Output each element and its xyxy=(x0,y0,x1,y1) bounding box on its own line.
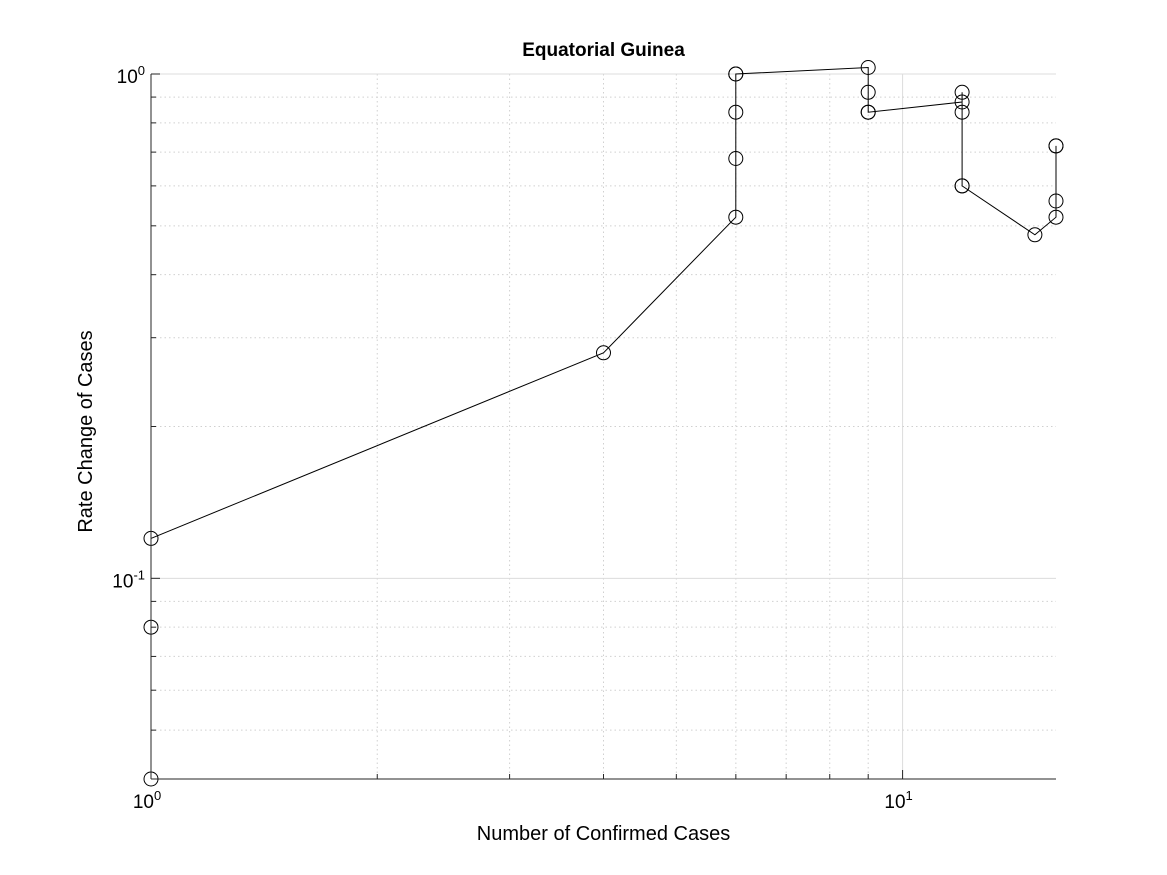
x-tick-label: 101 xyxy=(884,788,912,813)
x-axis-label: Number of Confirmed Cases xyxy=(477,823,730,845)
series-line xyxy=(150,66,1057,779)
data-point xyxy=(860,104,876,120)
y-tick-label: 100 xyxy=(117,63,145,88)
data-point xyxy=(954,94,970,110)
y-tick-labels: 10-1 100 xyxy=(112,63,145,592)
data-point xyxy=(860,84,876,100)
data-point xyxy=(954,104,970,120)
data-point xyxy=(728,66,744,82)
data-point xyxy=(728,104,744,120)
x-tick-label: 100 xyxy=(133,788,161,813)
data-point xyxy=(728,151,744,166)
data-point xyxy=(728,209,744,225)
data-point xyxy=(1027,227,1043,243)
chart-title: Equatorial Guinea xyxy=(522,40,685,61)
y-tick-label: 10-1 xyxy=(112,567,145,592)
data-point xyxy=(954,178,970,194)
x-tick-labels: 100 101 xyxy=(133,788,913,813)
data-point xyxy=(1048,209,1064,225)
data-point xyxy=(596,345,611,361)
data-point xyxy=(1048,193,1064,209)
data-point xyxy=(860,60,876,75)
plot-area xyxy=(143,60,1064,787)
data-point xyxy=(954,84,970,100)
y-axis-label: Rate Change of Cases xyxy=(75,330,97,532)
data-point xyxy=(1048,138,1064,154)
